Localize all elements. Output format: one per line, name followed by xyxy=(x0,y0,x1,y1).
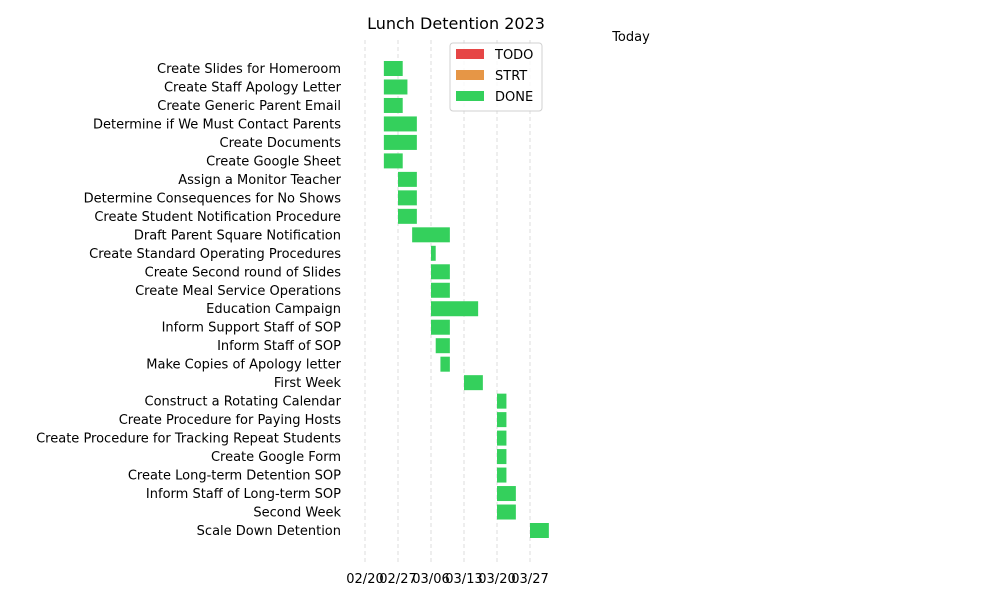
task-label: Second Week xyxy=(253,506,341,521)
task-bar xyxy=(497,412,507,428)
legend-swatch xyxy=(456,49,484,59)
legend: TODO STRT DONE xyxy=(449,42,543,112)
task-label: Draft Parent Square Notification xyxy=(134,228,341,243)
task-label: Create Procedure for Paying Hosts xyxy=(119,413,342,428)
task-label: Create Google Form xyxy=(211,450,341,465)
task-label: Create Second round of Slides xyxy=(145,265,342,280)
task-bar xyxy=(530,523,549,538)
task-bar xyxy=(431,282,450,298)
task-label: Inform Staff of SOP xyxy=(217,339,341,354)
task-bar xyxy=(440,356,450,372)
task-bar xyxy=(431,301,479,317)
task-bar xyxy=(398,208,417,224)
task-label: Scale Down Detention xyxy=(197,524,341,539)
task-label: Assign a Monitor Teacher xyxy=(178,173,341,188)
task-label: Construct a Rotating Calendar xyxy=(145,395,342,410)
task-bar xyxy=(497,449,507,465)
x-tick-label: 03/27 xyxy=(511,572,548,587)
task-label: Determine if We Must Contact Parents xyxy=(93,117,341,132)
legend-swatch xyxy=(456,91,484,101)
task-label: Create Staff Apology Letter xyxy=(164,80,342,95)
task-bar xyxy=(497,486,516,502)
legend-label: STRT xyxy=(495,69,527,84)
task-label: Inform Staff of Long-term SOP xyxy=(146,487,341,502)
task-bar xyxy=(383,79,408,95)
chart-title: Lunch Detention 2023 xyxy=(367,14,545,33)
task-label: Create Generic Parent Email xyxy=(157,99,341,114)
task-bar xyxy=(383,61,403,76)
x-tick-label: 02/27 xyxy=(379,572,416,587)
task-label: Create Student Notification Procedure xyxy=(94,210,341,225)
task-label: Education Campaign xyxy=(206,302,341,317)
x-tick-label: 02/20 xyxy=(346,572,383,587)
task-label: Make Copies of Apology letter xyxy=(146,358,341,373)
task-label: Create Standard Operating Procedures xyxy=(89,247,341,262)
today-label: Today xyxy=(611,30,650,45)
task-bar xyxy=(431,319,450,335)
task-bar xyxy=(497,504,516,520)
task-bar xyxy=(383,116,417,132)
legend-swatch xyxy=(456,70,484,80)
task-label: Inform Support Staff of SOP xyxy=(162,321,342,336)
task-label: First Week xyxy=(274,376,342,391)
task-bar xyxy=(383,134,417,150)
task-bar xyxy=(497,430,507,446)
task-bar xyxy=(431,264,450,280)
task-bar xyxy=(497,393,507,409)
task-bar xyxy=(383,153,403,169)
task-label: Create Google Sheet xyxy=(206,154,341,169)
task-label: Create Long-term Detention SOP xyxy=(128,469,341,484)
task-bar xyxy=(398,171,417,187)
x-tick-label: 03/13 xyxy=(445,572,482,587)
task-bars xyxy=(383,61,549,538)
task-bar xyxy=(398,190,417,206)
x-tick-label: 03/20 xyxy=(478,572,515,587)
task-bar xyxy=(383,97,403,113)
task-label: Create Procedure for Tracking Repeat Stu… xyxy=(36,432,341,447)
legend-label: DONE xyxy=(495,90,533,105)
x-tick-label: 03/06 xyxy=(412,572,449,587)
task-labels: Create Slides for Homeroom Create Staff A… xyxy=(36,62,342,539)
task-bar xyxy=(412,227,450,243)
task-label: Create Meal Service Operations xyxy=(135,284,341,299)
task-label: Create Documents xyxy=(220,136,342,151)
legend-label: TODO xyxy=(494,48,533,63)
task-bar xyxy=(464,375,483,391)
task-label: Determine Consequences for No Shows xyxy=(84,191,342,206)
task-label: Create Slides for Homeroom xyxy=(157,62,341,77)
task-bar xyxy=(435,338,450,354)
task-bar xyxy=(431,245,436,261)
task-bar xyxy=(497,467,507,483)
